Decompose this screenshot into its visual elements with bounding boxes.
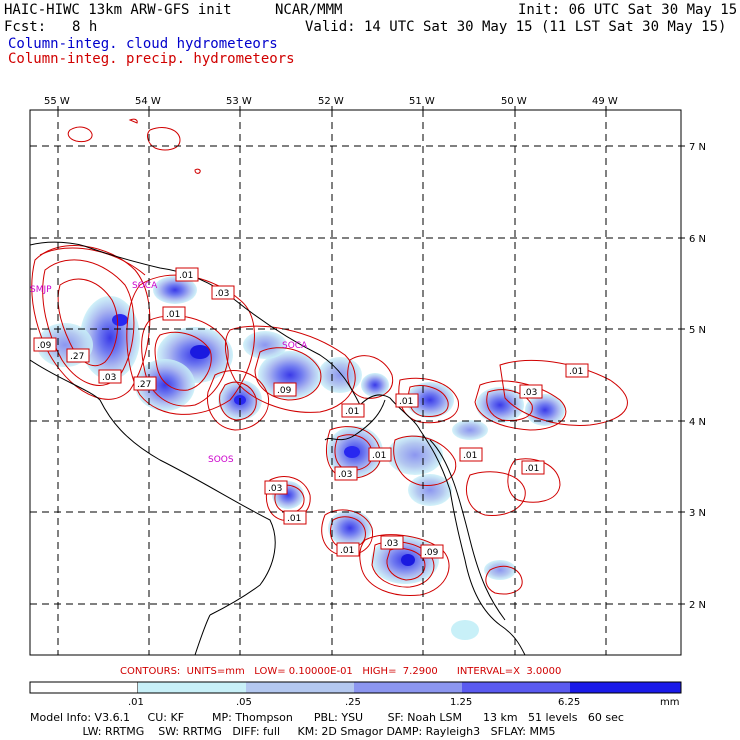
contour-label: .01 bbox=[372, 451, 386, 461]
contour-labels: .01 .03 .01 .09 .27 .03 .27 .09 .01 .01 .03 .01 .03.… bbox=[33, 267, 589, 559]
lon-label: 55 W bbox=[44, 96, 70, 107]
colorbar-tick: 1.25 bbox=[450, 697, 472, 708]
station-label: SMJP bbox=[30, 285, 52, 295]
colorbar-tick: .25 bbox=[345, 697, 361, 708]
lat-label: 7 N bbox=[689, 142, 706, 153]
contour-label-box bbox=[565, 363, 589, 378]
contour-label-box bbox=[395, 393, 419, 408]
contour-label: .01 bbox=[525, 464, 539, 474]
colorbar bbox=[29, 681, 682, 694]
model-info-line1: Model Info: V3.6.1 CU: KF MP: Thompson P… bbox=[30, 711, 624, 724]
contour-label-box bbox=[420, 544, 444, 559]
valid-time: Valid: 14 UTC Sat 30 May 15 (11 LST Sat … bbox=[305, 19, 727, 35]
contour-label-box bbox=[521, 460, 545, 475]
contour-label: .27 bbox=[70, 352, 84, 362]
map-frame bbox=[29, 109, 682, 656]
coastline bbox=[30, 241, 526, 655]
contour-label: .09 bbox=[37, 341, 52, 351]
model-title: HAIC-HIWC 13km ARW-GFS init bbox=[4, 2, 232, 18]
lon-label: 53 W bbox=[226, 96, 252, 107]
init-time: Init: 06 UTC Sat 30 May 15 bbox=[518, 2, 738, 18]
contour-label: .03 bbox=[215, 289, 229, 299]
field1-label: Column-integ. cloud hydrometeors bbox=[8, 36, 278, 52]
lat-label: 4 N bbox=[689, 417, 706, 428]
lat-label: 2 N bbox=[689, 600, 706, 611]
lat-label: 3 N bbox=[689, 508, 706, 519]
contour-label-box bbox=[380, 535, 404, 550]
contour-label-box bbox=[264, 480, 288, 495]
contour-label: .01 bbox=[166, 310, 180, 320]
frame-ticks bbox=[57, 106, 685, 605]
contour-label: .01 bbox=[340, 546, 354, 556]
contour-label-box bbox=[283, 510, 307, 525]
lon-label: 50 W bbox=[501, 96, 527, 107]
contour-label-box bbox=[33, 337, 57, 352]
lon-label: 51 W bbox=[409, 96, 435, 107]
lat-lon-grid bbox=[30, 110, 681, 655]
contour-label: .03 bbox=[523, 388, 537, 398]
contour-label-box bbox=[175, 267, 199, 282]
contour-label-box bbox=[98, 369, 122, 384]
fcst-label: Fcst: bbox=[4, 19, 47, 35]
lon-label: 49 W bbox=[592, 96, 618, 107]
precip-shading bbox=[37, 276, 565, 640]
contour-label: .03 bbox=[268, 484, 282, 494]
contour-label: .09 bbox=[277, 386, 292, 396]
contour-label-box bbox=[368, 447, 392, 462]
contour-label-box bbox=[519, 384, 543, 399]
contour-label-box bbox=[273, 382, 297, 397]
contour-label-box bbox=[211, 285, 235, 300]
station-label: SOOS bbox=[208, 455, 234, 465]
contour-label-box bbox=[336, 542, 360, 557]
contour-label-box bbox=[334, 466, 358, 481]
colorbar-units: mm bbox=[660, 697, 679, 708]
contour-label: .09 bbox=[424, 548, 439, 558]
station-label: SOCA bbox=[282, 341, 308, 351]
field2-label: Column-integ. precip. hydrometeors bbox=[8, 51, 295, 67]
station-label: SOCA bbox=[132, 281, 158, 291]
contour-label: .03 bbox=[102, 373, 116, 383]
lat-label: 6 N bbox=[689, 234, 706, 245]
contour-label: .03 bbox=[338, 470, 352, 480]
lat-label: 5 N bbox=[689, 325, 706, 336]
contour-label-box bbox=[341, 403, 365, 418]
contour-label: .01 bbox=[569, 367, 583, 377]
contour-label-box bbox=[133, 376, 157, 391]
colorbar-tick: .01 bbox=[128, 697, 144, 708]
contour-label: .01 bbox=[463, 451, 477, 461]
lon-label: 52 W bbox=[318, 96, 344, 107]
contour-label: .01 bbox=[399, 397, 413, 407]
contour-info: CONTOURS: UNITS=mm LOW= 0.10000E-01 HIGH… bbox=[120, 666, 562, 677]
model-info-line2: LW: RRTMG SW: RRTMG DIFF: full KM: 2D Sm… bbox=[30, 725, 556, 738]
contour-label: .01 bbox=[287, 514, 301, 524]
colorbar-tick: .05 bbox=[236, 697, 252, 708]
contour-label-box bbox=[459, 447, 483, 462]
colorbar-tick: 6.25 bbox=[558, 697, 580, 708]
contour-label: .27 bbox=[137, 380, 151, 390]
center-label: NCAR/MMM bbox=[275, 2, 343, 18]
contour-label: .03 bbox=[384, 539, 398, 549]
fcst-value: 8 h bbox=[72, 19, 98, 35]
contour-label-box bbox=[66, 348, 90, 363]
contour-label-box bbox=[162, 306, 186, 321]
contour-label: .01 bbox=[179, 271, 193, 281]
contour-label: .01 bbox=[345, 407, 359, 417]
lon-label: 54 W bbox=[135, 96, 161, 107]
